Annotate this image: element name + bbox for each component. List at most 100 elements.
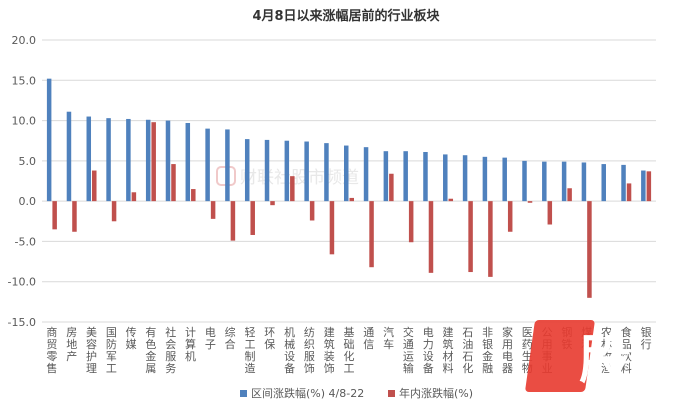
- legend-swatch-2: [388, 390, 395, 397]
- bar-series-2: [547, 201, 553, 225]
- bar-series-1: [363, 147, 369, 202]
- x-tick-char: 筑: [443, 337, 454, 351]
- bar-series-2: [389, 173, 394, 202]
- bar-series-1: [145, 119, 151, 202]
- x-tick-char: 色: [145, 337, 156, 351]
- y-tick-label: 15.0: [12, 74, 37, 87]
- x-tick-char: 输: [403, 361, 414, 375]
- x-tick-char: 传: [126, 326, 137, 339]
- x-tick-char: 设: [284, 350, 295, 363]
- x-tick-char: 基: [344, 326, 355, 339]
- y-tick-label: -10.0: [8, 276, 36, 289]
- x-tick-char: 设: [423, 350, 434, 363]
- x-tick-char: 行: [641, 338, 652, 351]
- x-tick-char: 零: [46, 350, 57, 363]
- bar-series-1: [344, 145, 349, 202]
- bar-series-2: [587, 201, 592, 298]
- bar-series-1: [542, 161, 547, 202]
- x-tick-char: 织: [304, 338, 315, 351]
- x-tick-char: 商: [46, 325, 57, 339]
- x-tick-char: 媒: [126, 338, 137, 351]
- bar-series-2: [329, 201, 335, 255]
- x-tick-char: 属: [145, 362, 156, 375]
- y-tick-label: 20.0: [12, 34, 37, 47]
- bar-series-1: [423, 151, 428, 202]
- bar-series-1: [482, 156, 488, 202]
- bar-series-2: [92, 170, 97, 202]
- bar-series-2: [111, 201, 117, 222]
- x-tick-char: 有: [145, 325, 156, 339]
- y-tick-label: 0.0: [19, 195, 37, 208]
- bar-series-2: [646, 171, 652, 202]
- x-tick-char: 饰: [324, 361, 335, 375]
- x-tick-char: 理: [86, 362, 97, 375]
- logo: 股: [525, 320, 631, 392]
- x-tick-char: 牧: [601, 349, 612, 363]
- bar-series-2: [369, 201, 374, 268]
- bar-series-1: [264, 139, 270, 202]
- x-tick-char: 服: [304, 350, 315, 363]
- x-tick-char: 防: [106, 337, 117, 351]
- x-tick-char: 饰: [304, 361, 315, 375]
- legend-label-2: 年内涨跌幅(%): [399, 386, 473, 400]
- x-tick-char: 食: [621, 325, 632, 339]
- bar-series-2: [349, 197, 354, 202]
- x-tick-char: 纺: [304, 325, 315, 339]
- bar-series-2: [448, 198, 454, 202]
- x-tick-char: 备: [284, 361, 295, 375]
- y-tick-label: -5.0: [15, 235, 36, 248]
- y-axis: 20.0 15.0 10.0 5.0 0.0 -5.0 -10.0 -15.0: [8, 34, 36, 329]
- bar-series-1: [244, 139, 250, 202]
- bar-series-1: [304, 141, 309, 202]
- x-tick-char: 地: [66, 338, 77, 351]
- bar-series-1: [106, 118, 111, 202]
- x-tick-char: 家: [502, 325, 513, 339]
- x-tick-char: 备: [423, 361, 434, 375]
- bar-series-1: [324, 143, 329, 202]
- x-tick-char: 料: [621, 361, 632, 375]
- x-axis: 商贸零售房地产美容护理国防军工传媒有色金属社会服务计算机电子综合轻工制造环保机械…: [46, 325, 651, 375]
- x-tick-char: 石: [462, 326, 473, 339]
- x-tick-char: 石: [462, 350, 473, 363]
- x-tick-char: 品: [621, 338, 632, 351]
- x-tick-char: 药: [522, 338, 533, 351]
- x-tick-char: 贸: [46, 338, 57, 351]
- x-tick-char: 农: [601, 325, 612, 339]
- bar-series-2: [72, 201, 77, 232]
- x-tick-char: 通: [363, 326, 374, 339]
- x-tick-char: 油: [462, 337, 473, 351]
- x-tick-char: 化: [344, 349, 355, 363]
- x-tick-char: 算: [185, 337, 196, 351]
- y-tick-label: 10.0: [12, 115, 37, 128]
- x-tick-char: 计: [185, 326, 196, 339]
- x-tick-char: 军: [106, 350, 117, 363]
- x-tick-char: 融: [482, 362, 493, 375]
- x-tick-char: 林: [601, 337, 612, 351]
- bar-series-2: [507, 201, 513, 232]
- legend-swatch-1: [240, 390, 247, 397]
- x-tick-char: 造: [244, 361, 255, 375]
- bar-series-2: [468, 201, 473, 273]
- x-tick-char: 交: [403, 325, 414, 339]
- bar-series-2: [171, 164, 176, 202]
- bar-series-1: [641, 170, 646, 202]
- legend: 区间涨跌幅(%) 4/8-22 年内涨跌幅(%): [240, 386, 473, 400]
- x-tick-char: 础: [344, 338, 355, 351]
- x-tick-char: 轻: [244, 325, 255, 339]
- x-tick-char: 通: [403, 338, 414, 351]
- x-tick-char: 料: [443, 361, 454, 375]
- x-tick-char: 用: [502, 338, 513, 351]
- legend-label-1: 区间涨跌幅(%) 4/8-22: [251, 386, 364, 400]
- bar-series-2: [270, 201, 275, 206]
- bar-series-1: [581, 162, 587, 202]
- bar-series-1: [621, 164, 626, 202]
- x-tick-char: 机: [284, 325, 295, 339]
- x-tick-char: 房: [66, 326, 77, 339]
- x-tick-char: 金: [145, 349, 156, 363]
- x-tick-char: 服: [165, 350, 176, 363]
- x-tick-char: 化: [462, 361, 473, 375]
- x-tick-char: 汽: [383, 325, 394, 339]
- bar-series-1: [185, 122, 191, 202]
- bar-series-1: [462, 155, 468, 202]
- bar-series-1: [126, 118, 131, 202]
